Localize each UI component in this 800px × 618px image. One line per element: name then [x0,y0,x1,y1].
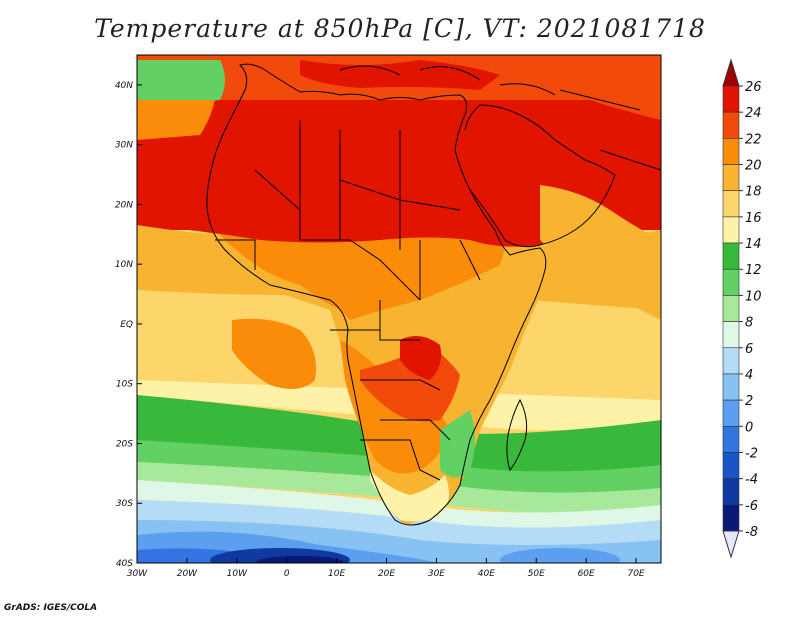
colorbar-label: 16 [745,211,762,226]
colorbar-swatch [722,295,740,322]
colorbar-swatch [722,242,740,270]
lat-tick-label: 30N [115,141,133,151]
colorbar-swatch [722,138,740,165]
lat-tick-label: 20S [116,439,133,449]
colorbar-label: 14 [745,237,762,252]
colorbar-label: -4 [745,473,758,488]
lat-tick-label: 40N [115,81,133,91]
lat-tick-label: 10N [115,260,133,270]
colorbar-arrow-top [722,58,740,87]
colorbar-label: 6 [745,342,753,357]
colorbar-label: 2 [745,394,753,409]
lon-tick-label: 10E [328,569,345,579]
colorbar-label: 24 [745,106,762,121]
colorbar-swatch [722,190,740,218]
lon-tick-label: 10W [227,569,248,579]
colorbar-swatch [722,478,740,506]
colorbar-label: 22 [745,132,762,147]
colorbar-label: 20 [745,159,762,174]
colorbar-swatch [722,399,740,427]
lat-tick-label: 30S [116,499,133,509]
colorbar-label: -6 [745,499,758,514]
colorbar-label: -2 [745,446,758,461]
colorbar-label: 26 [745,80,762,95]
colorbar-swatch [722,425,740,453]
colorbar-swatch [722,85,740,113]
colorbar-swatch [722,504,740,532]
colorbar-swatch [722,111,740,139]
lon-tick-label: 70E [627,569,644,579]
colorbar-label: -8 [745,525,758,540]
colorbar-label: 4 [745,368,753,383]
colorbar-label: 0 [745,420,753,435]
lat-tick-label: EQ [120,320,133,330]
temperature-field [137,55,661,563]
colorbar-label: 12 [745,263,762,278]
colorbar-swatch [722,373,740,401]
colorbar-label: 8 [745,316,753,331]
colorbar-swatch [722,268,740,296]
lon-tick-label: 40E [478,569,495,579]
colorbar-swatch [722,347,740,375]
colorbar-swatch [722,216,740,244]
lon-tick-label: 30W [127,569,148,579]
lon-tick-label: 30E [428,569,445,579]
lon-tick-label: 0 [284,569,290,579]
lat-tick-label: 20N [115,200,133,210]
map-title: Temperature at 850hPa [C], VT: 202108171… [94,14,706,43]
coastlines [206,63,661,526]
colorbar-swatch [722,321,740,349]
plot-frame [136,54,662,564]
credit-text: GrADS: IGES/COLA [4,603,98,613]
lon-tick-label: 20E [378,569,395,579]
lon-tick-label: 50E [528,569,545,579]
lon-tick-label: 60E [578,569,595,579]
colorbar-label: 10 [745,289,762,304]
colorbar-swatch [722,164,740,192]
lon-tick-label: 20W [177,569,198,579]
colorbar-swatch [722,452,740,479]
longitude-ticks: 30W 20W 10W 0 10E 20E 30E 40E 50E 60E 70E [127,558,645,579]
lat-tick-label: 10S [116,380,133,390]
colorbar-arrow-bottom [722,530,740,559]
lat-tick-label: 40S [116,559,133,569]
colorbar-label: 18 [745,185,762,200]
latitude-ticks: 40N 30N 20N 10N EQ 10S 20S 30S 40S [115,81,142,569]
